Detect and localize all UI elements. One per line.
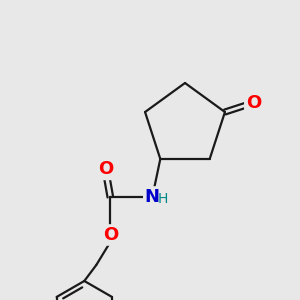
- Text: O: O: [246, 94, 261, 112]
- Text: N: N: [145, 188, 160, 206]
- Text: O: O: [103, 226, 118, 244]
- Text: H: H: [157, 192, 167, 206]
- Text: O: O: [98, 160, 113, 178]
